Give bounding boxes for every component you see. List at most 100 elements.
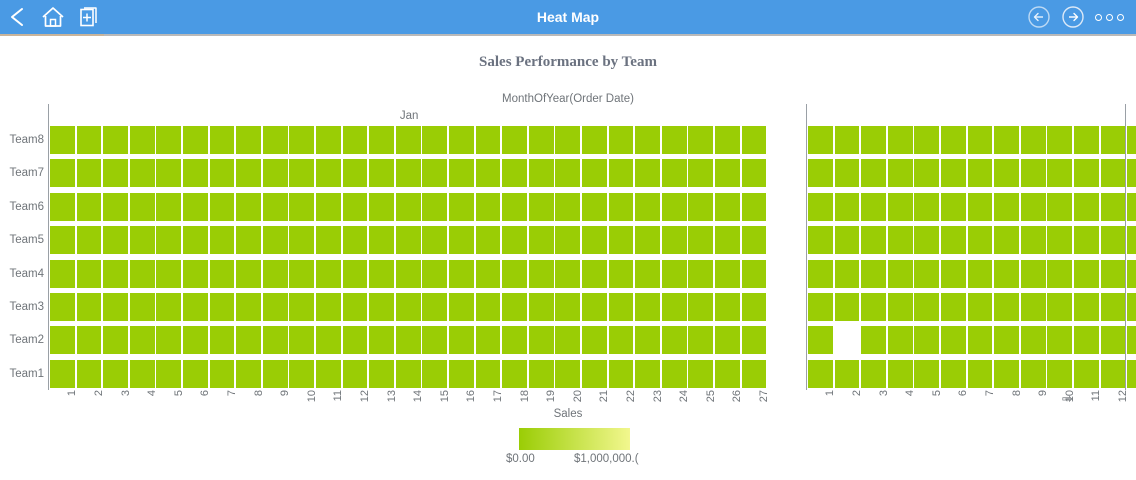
heatmap-cell[interactable]	[342, 259, 368, 288]
heatmap-cell[interactable]	[502, 359, 528, 388]
heatmap-cell[interactable]	[262, 192, 288, 221]
heatmap-cell[interactable]	[994, 259, 1020, 288]
heatmap-cell[interactable]	[861, 226, 887, 255]
heatmap-cell[interactable]	[156, 359, 182, 388]
heatmap-cell[interactable]	[635, 192, 661, 221]
heatmap-cell[interactable]	[608, 159, 634, 188]
heatmap-cell[interactable]	[661, 293, 687, 321]
heatmap-cell[interactable]	[914, 293, 940, 321]
heatmap-cell[interactable]	[608, 293, 634, 321]
heatmap-cell[interactable]	[528, 126, 554, 154]
heatmap-cell[interactable]	[1127, 192, 1136, 221]
heatmap-cell[interactable]	[156, 293, 182, 321]
heatmap-cell[interactable]	[967, 259, 993, 288]
heatmap-cell[interactable]	[369, 159, 395, 188]
heatmap-cell[interactable]	[342, 359, 368, 388]
heatmap-cell[interactable]	[887, 159, 913, 188]
heatmap-cell[interactable]	[475, 192, 501, 221]
heatmap-cell[interactable]	[156, 126, 182, 154]
undo-circle-icon[interactable]	[1027, 5, 1051, 29]
heatmap-cell[interactable]	[262, 359, 288, 388]
heatmap-cell[interactable]	[209, 326, 235, 355]
heatmap-cell[interactable]	[475, 293, 501, 321]
heatmap-cell[interactable]	[1100, 126, 1126, 154]
heatmap-cell[interactable]	[50, 159, 75, 188]
heatmap-cell[interactable]	[502, 326, 528, 355]
heatmap-cell[interactable]	[209, 159, 235, 188]
heatmap-cell[interactable]	[289, 226, 315, 255]
heatmap-cell[interactable]	[289, 293, 315, 321]
heatmap-cell[interactable]	[1100, 226, 1126, 255]
heatmap-cell[interactable]	[236, 259, 262, 288]
heatmap-cell[interactable]	[887, 326, 913, 355]
heatmap-cell[interactable]	[183, 326, 208, 355]
heatmap-cell[interactable]	[1047, 359, 1073, 388]
heatmap-cell[interactable]	[661, 326, 687, 355]
heatmap-cell[interactable]	[395, 126, 421, 154]
heatmap-cell[interactable]	[967, 159, 993, 188]
heatmap-cell[interactable]	[156, 326, 182, 355]
heatmap-cell[interactable]	[861, 259, 887, 288]
heatmap-cell[interactable]	[914, 126, 940, 154]
heatmap-cell[interactable]	[129, 159, 155, 188]
heatmap-cell[interactable]	[395, 259, 421, 288]
heatmap-cell[interactable]	[236, 126, 262, 154]
heatmap-cell[interactable]	[156, 226, 182, 255]
heatmap-cell[interactable]	[475, 159, 501, 188]
heatmap-cell[interactable]	[1047, 126, 1073, 154]
heatmap-cell[interactable]	[103, 226, 129, 255]
heatmap-cell[interactable]	[422, 226, 448, 255]
heatmap-cell[interactable]	[475, 226, 501, 255]
heatmap-cell[interactable]	[1127, 126, 1136, 154]
heatmap-cell[interactable]	[1100, 293, 1126, 321]
heatmap-cell[interactable]	[1100, 259, 1126, 288]
heatmap-cell[interactable]	[608, 226, 634, 255]
heatmap-cell[interactable]	[635, 226, 661, 255]
heatmap-cell[interactable]	[209, 293, 235, 321]
heatmap-cell[interactable]	[555, 293, 581, 321]
heatmap-cell[interactable]	[715, 192, 740, 221]
heatmap-cell[interactable]	[715, 259, 740, 288]
heatmap-cell[interactable]	[1127, 259, 1136, 288]
heatmap-cell[interactable]	[608, 326, 634, 355]
heatmap-cell[interactable]	[688, 293, 714, 321]
heatmap-cell[interactable]	[1074, 226, 1099, 255]
heatmap-cell[interactable]	[582, 359, 607, 388]
heatmap-cell[interactable]	[1020, 326, 1046, 355]
heatmap-cell[interactable]	[183, 259, 208, 288]
heatmap-cell[interactable]	[183, 192, 208, 221]
heatmap-cell[interactable]	[994, 293, 1020, 321]
heatmap-cell[interactable]	[50, 326, 75, 355]
heatmap-cell[interactable]	[449, 326, 474, 355]
heatmap-cell[interactable]	[608, 126, 634, 154]
heatmap-cell[interactable]	[1100, 192, 1126, 221]
heatmap-cell[interactable]	[76, 126, 102, 154]
heatmap-cell[interactable]	[50, 226, 75, 255]
heatmap-cell[interactable]	[129, 259, 155, 288]
heatmap-cell[interactable]	[1020, 159, 1046, 188]
heatmap-cell[interactable]	[834, 159, 860, 188]
heatmap-cell[interactable]	[76, 359, 102, 388]
heatmap-cell[interactable]	[449, 259, 474, 288]
heatmap-cell[interactable]	[76, 293, 102, 321]
heatmap-cell[interactable]	[103, 192, 129, 221]
heatmap-cell[interactable]	[635, 259, 661, 288]
heatmap-cell[interactable]	[861, 293, 887, 321]
heatmap-cell[interactable]	[715, 126, 740, 154]
heatmap-cell[interactable]	[967, 192, 993, 221]
heatmap-cell[interactable]	[555, 226, 581, 255]
heatmap-cell[interactable]	[236, 226, 262, 255]
heatmap-cell[interactable]	[1127, 293, 1136, 321]
heatmap-cell[interactable]	[449, 192, 474, 221]
heatmap-cell[interactable]	[262, 326, 288, 355]
heatmap-cell[interactable]	[50, 192, 75, 221]
heatmap-cell[interactable]	[635, 159, 661, 188]
heatmap-cell[interactable]	[183, 159, 208, 188]
heatmap-cell[interactable]	[555, 326, 581, 355]
heatmap-cell[interactable]	[528, 259, 554, 288]
heatmap-cell[interactable]	[941, 259, 966, 288]
heatmap-cell[interactable]	[342, 293, 368, 321]
heatmap-cell[interactable]	[1047, 326, 1073, 355]
heatmap-cell[interactable]	[741, 159, 767, 188]
heatmap-cell[interactable]	[861, 126, 887, 154]
